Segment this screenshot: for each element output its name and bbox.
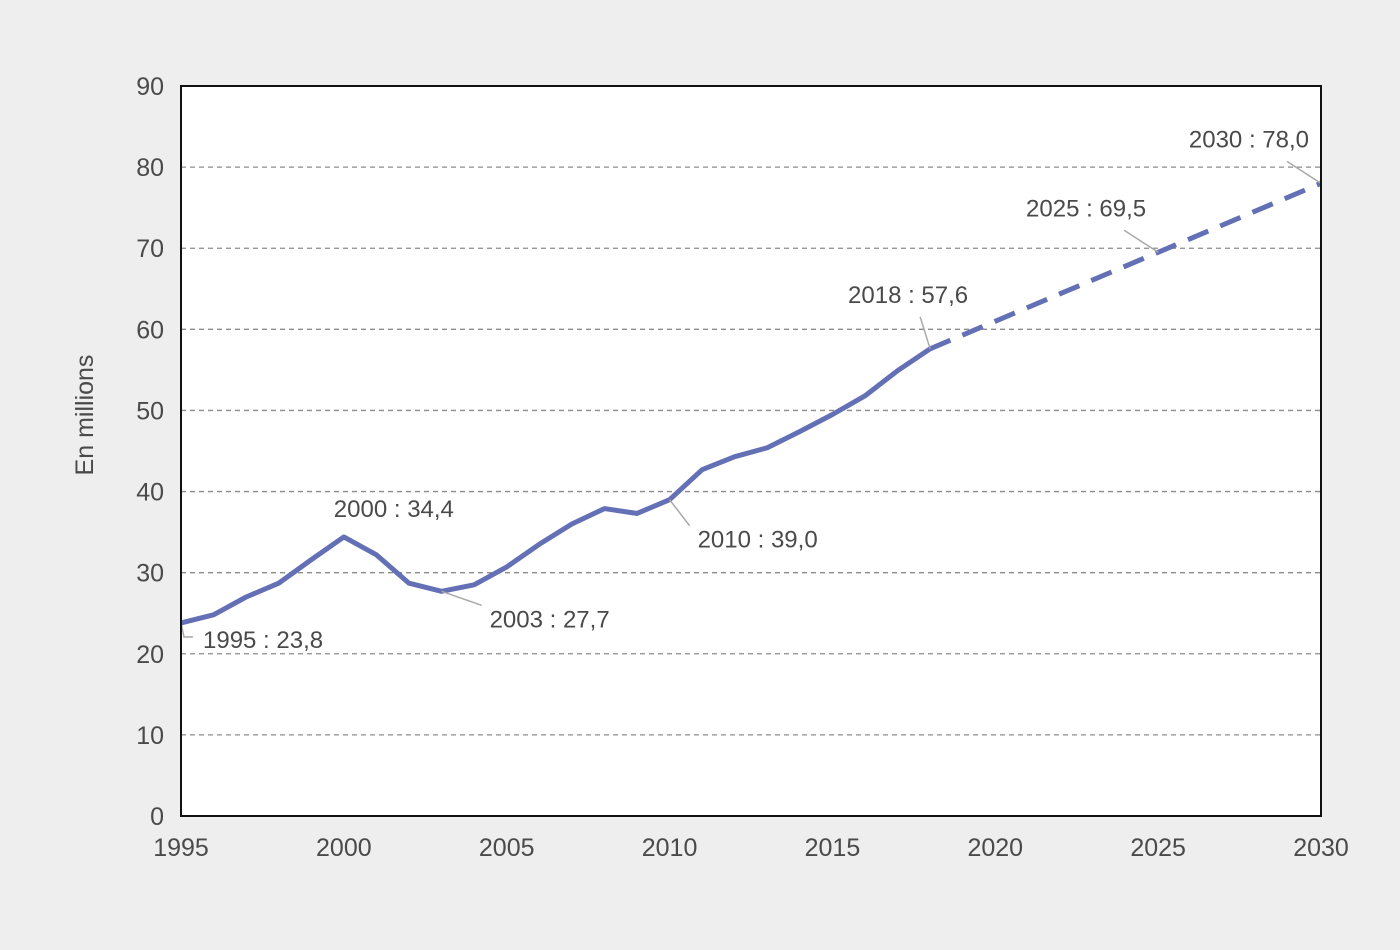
annotation-label: 2010 : 39,0	[698, 527, 818, 554]
x-tick-label: 2010	[642, 834, 698, 862]
x-tick-labels: 1995 2000 2005 2010 2015 2020 2025 2030	[153, 834, 1349, 862]
y-tick-label: 80	[136, 154, 164, 182]
x-tick-label: 2025	[1130, 834, 1186, 862]
y-tick-label: 50	[136, 397, 164, 425]
x-tick-label: 1995	[153, 834, 209, 862]
annotation-leader	[1286, 160, 1322, 184]
y-tick-label: 20	[136, 641, 164, 669]
x-tick-label: 2005	[479, 834, 535, 862]
annotations: 1995 : 23,8 2000 : 34,4 2003 : 27,7 2010 : …	[180, 126, 1322, 654]
annotation-leader	[1123, 229, 1159, 253]
gridlines	[181, 166, 1321, 736]
y-axis-title: En millions	[71, 355, 99, 476]
y-tick-label: 70	[136, 235, 164, 263]
annotation-leader	[919, 316, 931, 350]
y-tick-label: 30	[136, 560, 164, 588]
y-tick-labels: 0 10 20 30 40 50 60 70 80 90	[136, 73, 164, 831]
annotation-label: 1995 : 23,8	[203, 627, 323, 654]
y-tick-label: 60	[136, 316, 164, 344]
y-tick-label: 90	[136, 73, 164, 101]
y-tick-label: 10	[136, 722, 164, 750]
x-tick-label: 2030	[1293, 834, 1349, 862]
annotation-label: 2030 : 78,0	[1189, 126, 1309, 153]
x-tick-label: 2020	[967, 834, 1023, 862]
annotation-leader	[668, 499, 691, 527]
annotation-label: 2000 : 34,4	[334, 496, 454, 523]
x-tick-label: 2015	[805, 834, 861, 862]
plot-frame	[180, 85, 1322, 817]
annotation-label: 2018 : 57,6	[848, 282, 968, 309]
annotation-label: 2003 : 27,7	[490, 606, 610, 633]
actual-line	[180, 346, 932, 626]
y-tick-label: 40	[136, 479, 164, 507]
annotation-label: 2025 : 69,5	[1026, 195, 1146, 222]
annotation-leader	[441, 590, 482, 607]
y-tick-label: 0	[150, 803, 164, 831]
x-tick-label: 2000	[316, 834, 372, 862]
